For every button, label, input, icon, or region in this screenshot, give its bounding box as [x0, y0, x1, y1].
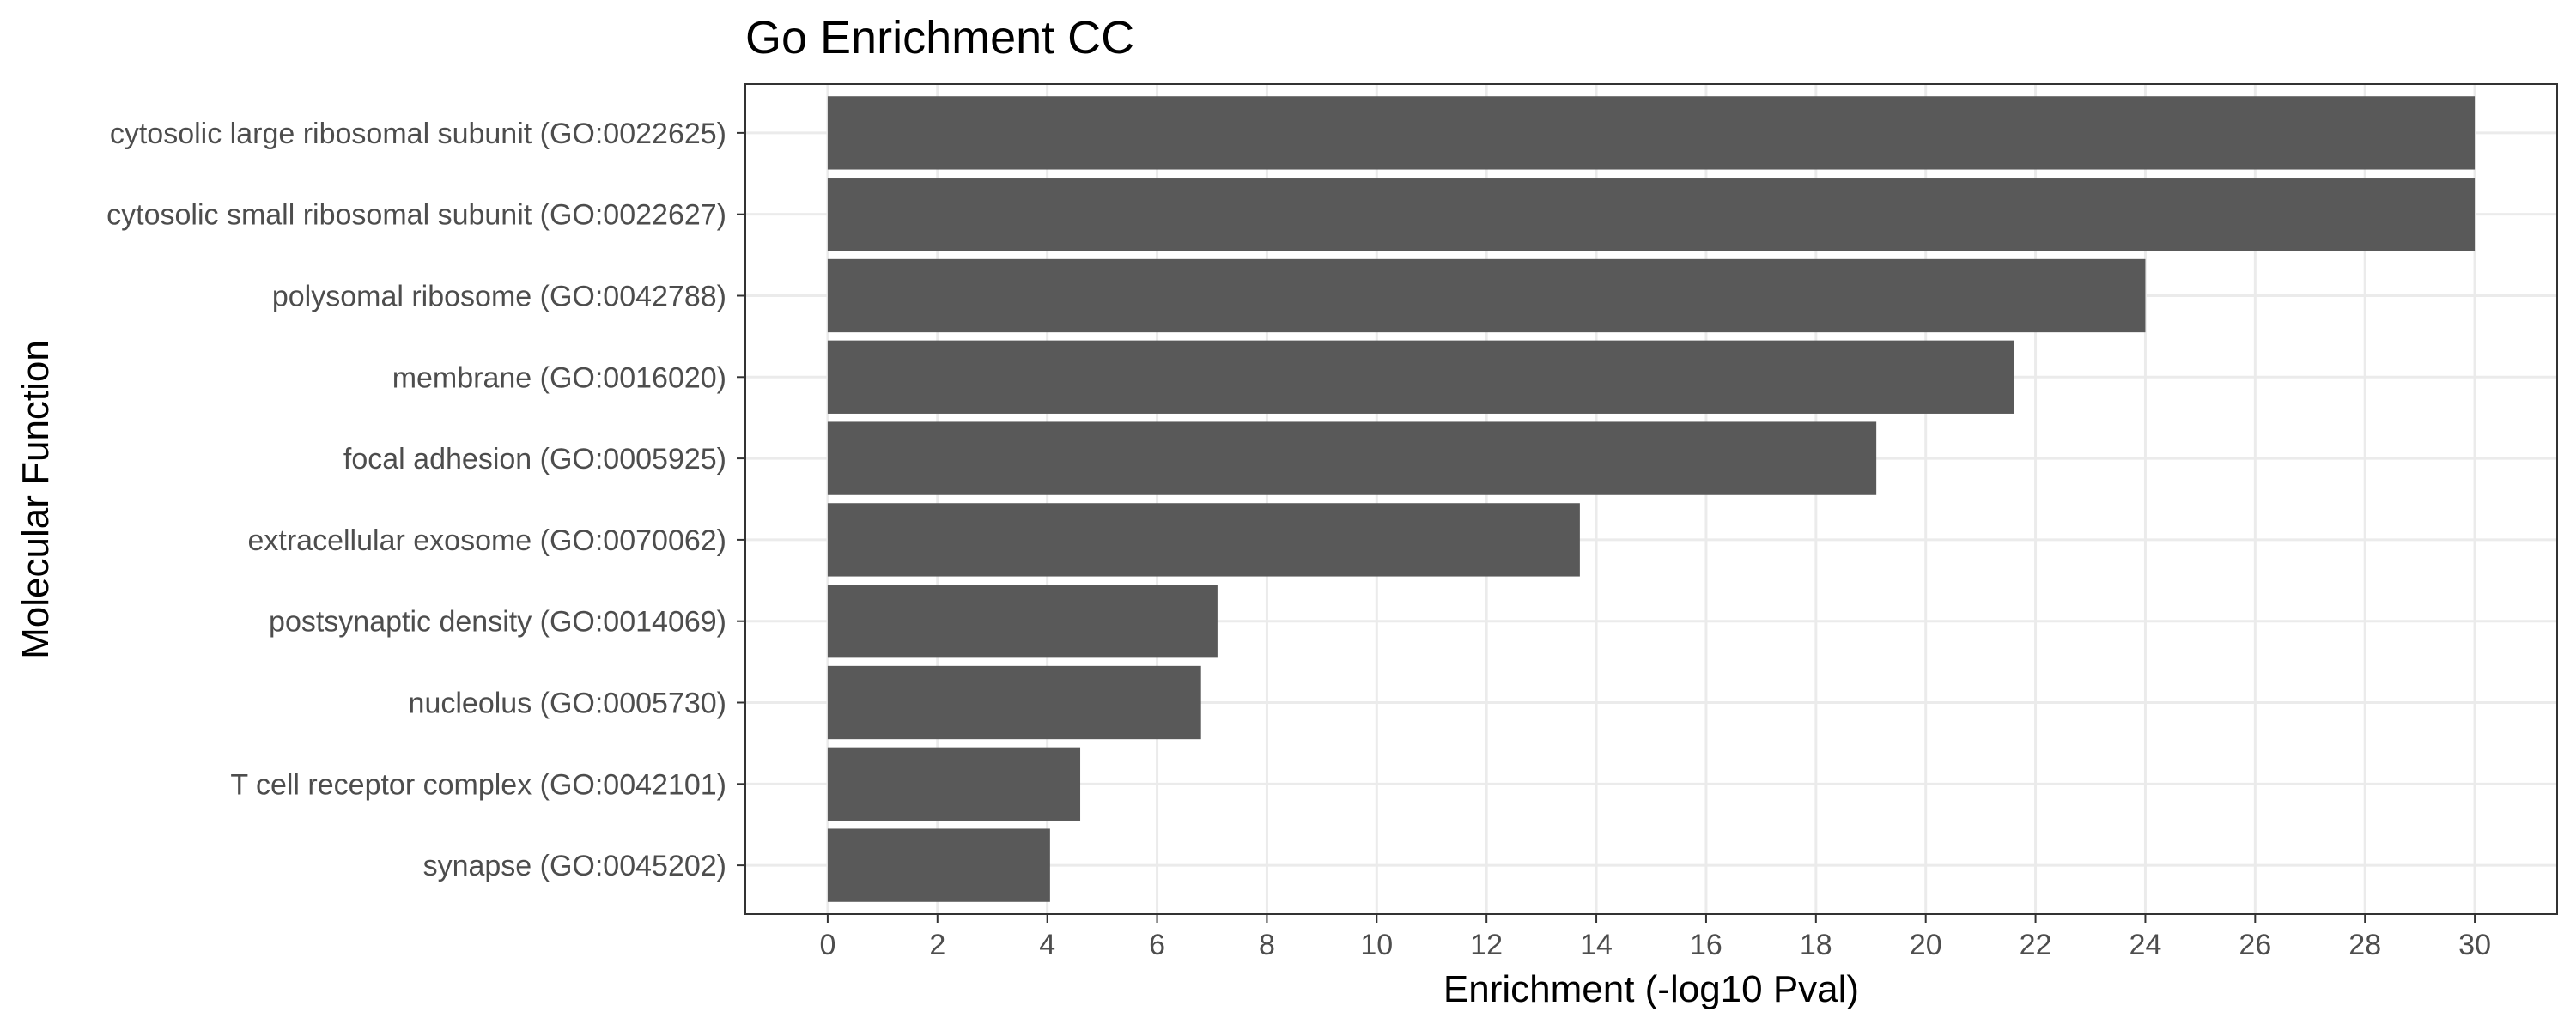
y-tick-label: nucleolus (GO:0005730): [409, 688, 726, 720]
bars: [827, 96, 2476, 902]
bar: [827, 828, 1050, 902]
x-tick-label: 18: [1800, 929, 1832, 961]
bar: [827, 421, 1877, 495]
x-axis: 0 2 4 6 8 10 12 14 16 18 20 22 24 26 28 30: [819, 914, 2491, 961]
y-tick-label: polysomal ribosome (GO:0042788): [272, 280, 726, 312]
y-axis-title: Molecular Function: [15, 340, 57, 659]
x-tick-label: 4: [1039, 929, 1055, 961]
y-tick-label: postsynaptic density (GO:0014069): [269, 606, 726, 639]
bar: [827, 585, 1218, 658]
x-tick-label: 26: [2239, 929, 2271, 961]
y-tick-label: extracellular exosome (GO:0070062): [248, 524, 727, 557]
bar: [827, 258, 2146, 333]
x-tick-label: 6: [1149, 929, 1165, 961]
x-tick-label: 24: [2129, 929, 2162, 961]
x-tick-label: 14: [1580, 929, 1613, 961]
x-tick-label: 8: [1259, 929, 1275, 961]
x-tick-label: 22: [2020, 929, 2052, 961]
y-tick-label: cytosolic small ribosomal subunit (GO:00…: [106, 199, 726, 232]
y-tick-label: focal adhesion (GO:0005925): [343, 443, 726, 476]
bar: [827, 340, 2014, 414]
bar: [827, 96, 2476, 170]
x-tick-label: 12: [1470, 929, 1503, 961]
bar: [827, 503, 1580, 577]
x-tick-label: 10: [1360, 929, 1393, 961]
x-tick-label: 30: [2458, 929, 2491, 961]
y-tick-label: cytosolic large ribosomal subunit (GO:00…: [110, 118, 726, 150]
x-tick-label: 0: [819, 929, 835, 961]
bar: [827, 178, 2476, 251]
bar: [827, 665, 1201, 740]
panel-border: [744, 83, 2558, 915]
y-axis: cytosolic large ribosomal subunit (GO:00…: [106, 118, 745, 882]
x-tick-label: 2: [929, 929, 945, 961]
x-tick-label: 20: [1910, 929, 1942, 961]
x-axis-title: Enrichment (-log10 Pval): [1443, 968, 1859, 1010]
x-tick-label: 16: [1690, 929, 1722, 961]
y-tick-label: membrane (GO:0016020): [392, 361, 726, 394]
y-tick-label: T cell receptor complex (GO:0042101): [230, 768, 726, 801]
chart-title: Go Enrichment CC: [745, 12, 1134, 64]
x-tick-label: 28: [2348, 929, 2381, 961]
bar: [827, 747, 1081, 821]
y-tick-label: synapse (GO:0045202): [423, 850, 726, 882]
